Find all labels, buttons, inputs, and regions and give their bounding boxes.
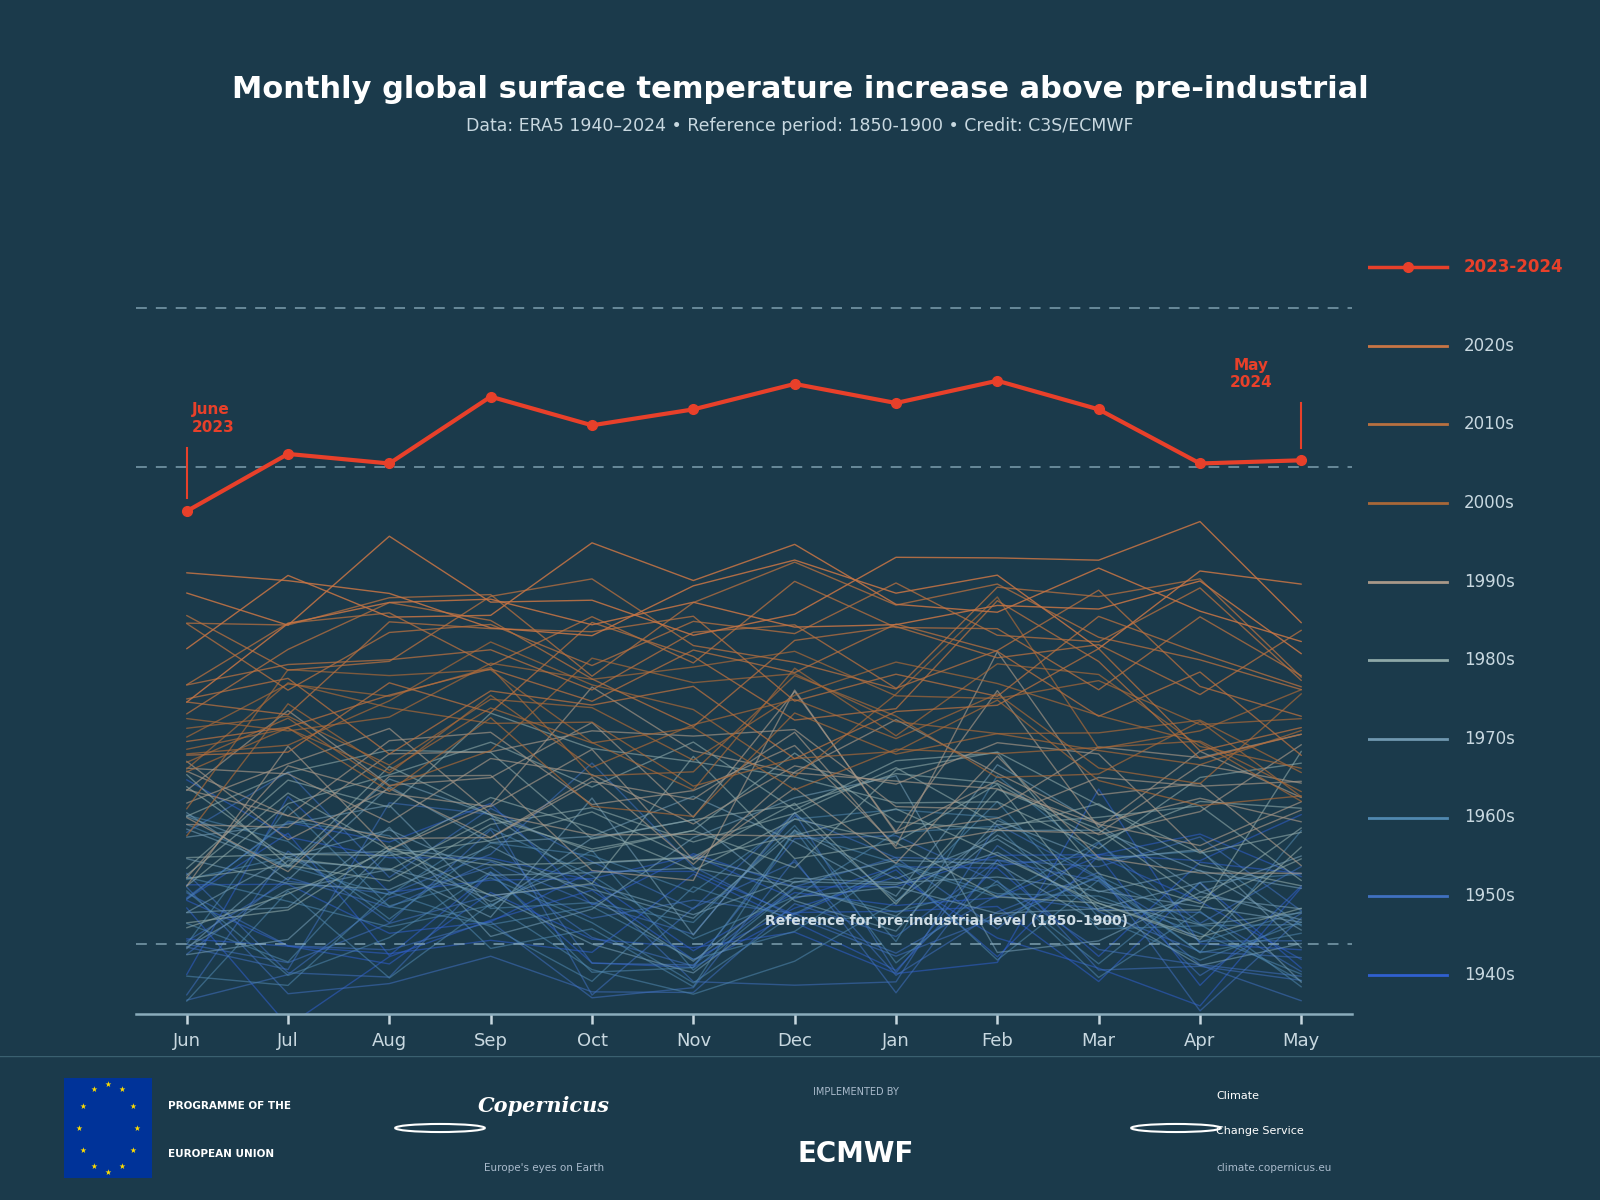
Text: ★: ★: [104, 1168, 112, 1176]
Text: June
2023: June 2023: [192, 402, 235, 434]
Text: ★: ★: [118, 1086, 126, 1094]
Text: 2010s: 2010s: [1464, 415, 1515, 433]
Text: 2000s: 2000s: [1464, 494, 1515, 512]
Text: Copernicus: Copernicus: [478, 1097, 610, 1116]
Text: Climate: Climate: [1216, 1091, 1259, 1102]
Text: ★: ★: [118, 1162, 126, 1170]
Text: PROGRAMME OF THE: PROGRAMME OF THE: [168, 1102, 291, 1111]
Text: ★: ★: [75, 1123, 83, 1133]
Text: ★: ★: [90, 1086, 98, 1094]
Text: 2023-2024: 2023-2024: [1464, 258, 1563, 276]
Text: 1990s: 1990s: [1464, 572, 1515, 590]
Text: 1970s: 1970s: [1464, 730, 1515, 748]
Text: Monthly global surface temperature increase above pre-industrial: Monthly global surface temperature incre…: [232, 76, 1368, 104]
FancyBboxPatch shape: [64, 1078, 152, 1178]
Text: Change Service: Change Service: [1216, 1126, 1304, 1136]
Text: ★: ★: [104, 1080, 112, 1088]
Text: ★: ★: [80, 1146, 86, 1154]
Text: Reference for pre-industrial level (1850–1900): Reference for pre-industrial level (1850…: [765, 914, 1128, 928]
Text: ECMWF: ECMWF: [798, 1140, 914, 1168]
Text: ★: ★: [80, 1102, 86, 1110]
Text: 2020s: 2020s: [1464, 337, 1515, 355]
Text: ★: ★: [130, 1102, 136, 1110]
Text: ★: ★: [133, 1123, 141, 1133]
Text: May
2024: May 2024: [1229, 358, 1272, 390]
Text: 1940s: 1940s: [1464, 966, 1515, 984]
Text: 1950s: 1950s: [1464, 887, 1515, 905]
Text: EUROPEAN UNION: EUROPEAN UNION: [168, 1148, 274, 1159]
Text: ★: ★: [90, 1162, 98, 1170]
Text: ★: ★: [130, 1146, 136, 1154]
Text: IMPLEMENTED BY: IMPLEMENTED BY: [813, 1087, 899, 1097]
Text: Data: ERA5 1940–2024 • Reference period: 1850-1900 • Credit: C3S/ECMWF: Data: ERA5 1940–2024 • Reference period:…: [466, 116, 1134, 134]
Text: climate.copernicus.eu: climate.copernicus.eu: [1216, 1163, 1331, 1174]
Text: Europe's eyes on Earth: Europe's eyes on Earth: [483, 1163, 605, 1174]
Text: 1960s: 1960s: [1464, 809, 1515, 827]
Text: 1980s: 1980s: [1464, 652, 1515, 670]
